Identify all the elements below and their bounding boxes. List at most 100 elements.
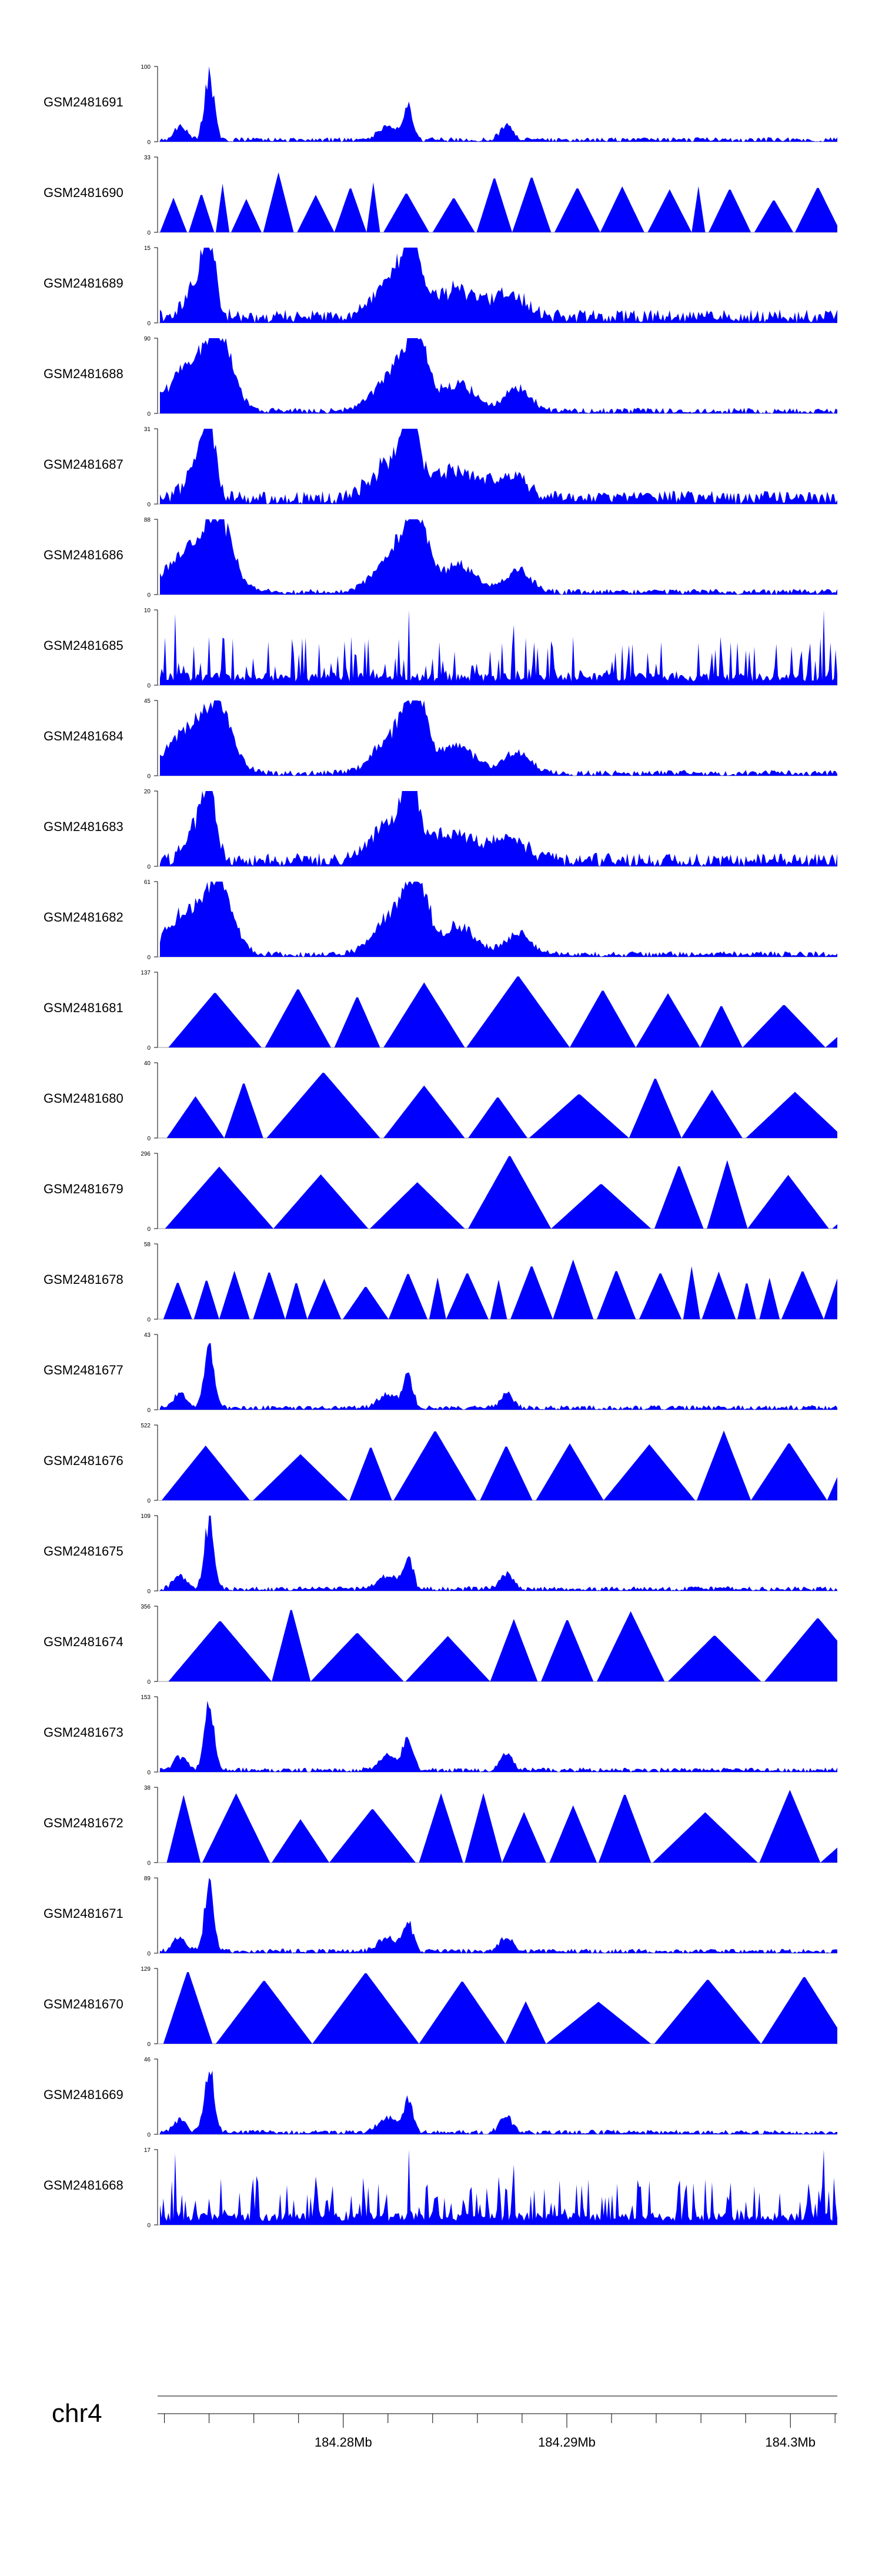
y-max-label: 129	[141, 1966, 151, 1973]
y-max-label: 61	[144, 879, 151, 886]
coverage-area	[160, 338, 837, 413]
y-zero-label: 0	[147, 230, 151, 236]
track-GSM2481685: GSM2481685 10 0	[44, 608, 837, 689]
coverage-area	[160, 976, 837, 1047]
y-max-label: 58	[144, 1242, 151, 1248]
y-max-label: 153	[141, 1694, 151, 1701]
coverage-area	[160, 700, 837, 776]
track-GSM2481671: GSM2481671 89 0	[44, 1876, 837, 1957]
track-label: GSM2481689	[44, 276, 123, 291]
y-max-label: 46	[144, 2057, 151, 2063]
y-zero-label: 0	[147, 139, 151, 146]
y-zero-label: 0	[147, 1589, 151, 1595]
y-zero-label: 0	[147, 1770, 151, 1776]
track-label: GSM2481668	[44, 2178, 123, 2193]
track-label: GSM2481679	[44, 1182, 123, 1196]
coverage-area	[160, 791, 837, 866]
y-max-label: 43	[144, 1332, 151, 1339]
y-max-label: 10	[144, 608, 151, 614]
y-zero-label: 0	[147, 1045, 151, 1052]
y-max-label: 38	[144, 1785, 151, 1791]
track-GSM2481690: GSM2481690 33 0	[44, 155, 837, 236]
y-max-label: 90	[144, 336, 151, 342]
coverage-area	[160, 1073, 837, 1138]
y-max-label: 137	[141, 970, 151, 976]
track-label: GSM2481681	[44, 1000, 123, 1015]
y-max-label: 296	[141, 1151, 151, 1157]
y-zero-label: 0	[147, 592, 151, 599]
coverage-area	[160, 248, 837, 323]
y-max-label: 33	[144, 155, 151, 161]
track-GSM2481687: GSM2481687 31 0	[44, 426, 837, 508]
track-GSM2481682: GSM2481682 61 0	[44, 879, 837, 961]
track-label: GSM2481686	[44, 548, 123, 562]
track-label: GSM2481690	[44, 185, 123, 200]
coverage-area	[160, 519, 837, 595]
track-GSM2481675: GSM2481675 109 0	[44, 1513, 837, 1595]
coverage-area	[160, 1430, 837, 1500]
y-max-label: 40	[144, 1060, 151, 1067]
track-label: GSM2481672	[44, 1816, 123, 1830]
coverage-area	[160, 1259, 837, 1319]
y-zero-label: 0	[147, 1498, 151, 1504]
y-max-label: 100	[141, 64, 151, 71]
track-GSM2481668: GSM2481668 17 0	[44, 2147, 837, 2229]
track-GSM2481681: GSM2481681 137 0	[44, 970, 837, 1052]
track-GSM2481676: GSM2481676 522 0	[44, 1423, 837, 1504]
track-label: GSM2481688	[44, 366, 123, 381]
track-label: GSM2481687	[44, 457, 123, 472]
y-max-label: 89	[144, 1876, 151, 1882]
track-label: GSM2481677	[44, 1363, 123, 1377]
y-max-label: 88	[144, 517, 151, 523]
track-GSM2481669: GSM2481669 46 0	[44, 2057, 837, 2138]
y-zero-label: 0	[147, 1317, 151, 1323]
track-label: GSM2481683	[44, 819, 123, 834]
track-label: GSM2481674	[44, 1634, 123, 1649]
track-GSM2481679: GSM2481679 296 0	[44, 1151, 837, 1233]
coverage-area	[160, 1156, 837, 1229]
y-zero-label: 0	[147, 321, 151, 327]
track-label: GSM2481673	[44, 1725, 123, 1740]
track-list: GSM24816911000GSM2481690330GSM2481689150…	[44, 64, 837, 2229]
track-GSM2481677: GSM2481677 43 0	[44, 1332, 837, 1414]
track-GSM2481670: GSM2481670 129 0	[44, 1966, 837, 2048]
y-max-label: 17	[144, 2147, 151, 2154]
track-label: GSM2481684	[44, 729, 123, 743]
track-label: GSM2481670	[44, 1997, 123, 2011]
track-GSM2481678: GSM2481678 58 0	[44, 1242, 837, 1323]
chromosome-label: chr4	[52, 2399, 102, 2428]
coverage-area	[160, 66, 837, 142]
coverage-area	[160, 2070, 837, 2134]
genome-axis: chr4 184.28Mb 184.29Mb 184.3Mb	[52, 2395, 837, 2450]
track-label: GSM2481676	[44, 1453, 123, 1468]
y-zero-label: 0	[147, 1951, 151, 1957]
axis-tick-label: 184.3Mb	[765, 2435, 816, 2450]
coverage-area	[160, 429, 837, 504]
y-zero-label: 0	[147, 2132, 151, 2138]
track-GSM2481684: GSM2481684 45 0	[44, 698, 837, 780]
y-zero-label: 0	[147, 683, 151, 689]
coverage-area	[160, 882, 837, 957]
axis-ticks: 184.28Mb 184.29Mb 184.3Mb	[158, 2413, 837, 2450]
coverage-area	[160, 172, 837, 232]
axis-tick-label: 184.28Mb	[315, 2435, 372, 2450]
y-zero-label: 0	[147, 955, 151, 961]
track-label: GSM2481669	[44, 2087, 123, 2102]
track-GSM2481691: GSM2481691 100 0	[44, 64, 837, 146]
coverage-area	[160, 1516, 837, 1591]
track-GSM2481672: GSM2481672 38 0	[44, 1785, 837, 1867]
y-max-label: 109	[141, 1513, 151, 1520]
coverage-area	[160, 1972, 837, 2044]
track-label: GSM2481680	[44, 1091, 123, 1106]
y-zero-label: 0	[147, 864, 151, 870]
track-label: GSM2481675	[44, 1544, 123, 1559]
track-label: GSM2481691	[44, 95, 123, 109]
y-max-label: 356	[141, 1604, 151, 1610]
y-zero-label: 0	[147, 1226, 151, 1233]
coverage-area	[160, 1790, 837, 1863]
y-max-label: 45	[144, 698, 151, 705]
y-max-label: 15	[144, 245, 151, 252]
coverage-area	[160, 1610, 837, 1681]
coverage-area	[160, 1700, 837, 1772]
